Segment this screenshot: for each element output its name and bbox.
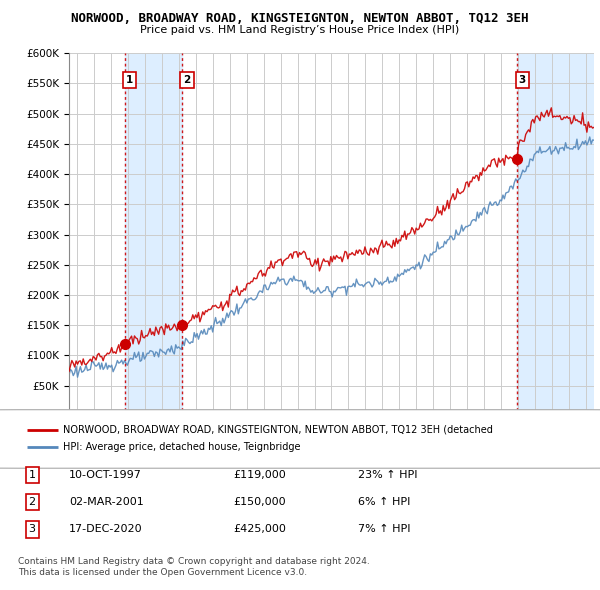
- Text: NORWOOD, BROADWAY ROAD, KINGSTEIGNTON, NEWTON ABBOT, TQ12 3EH (detached: NORWOOD, BROADWAY ROAD, KINGSTEIGNTON, N…: [64, 425, 493, 435]
- Bar: [125, 53, 182, 416]
- Text: £425,000: £425,000: [233, 525, 286, 535]
- Text: 1: 1: [126, 76, 133, 86]
- Text: Price paid vs. HM Land Registry’s House Price Index (HPI): Price paid vs. HM Land Registry’s House …: [140, 25, 460, 35]
- Text: £119,000: £119,000: [233, 470, 286, 480]
- Text: 2: 2: [29, 497, 36, 507]
- FancyBboxPatch shape: [0, 409, 600, 468]
- Text: 2: 2: [184, 76, 191, 86]
- Text: 7% ↑ HPI: 7% ↑ HPI: [358, 525, 410, 535]
- Text: 10-OCT-1997: 10-OCT-1997: [69, 470, 142, 480]
- Text: 3: 3: [29, 525, 35, 535]
- Text: HPI: Average price, detached house, Teignbridge: HPI: Average price, detached house, Teig…: [64, 442, 301, 452]
- Text: 6% ↑ HPI: 6% ↑ HPI: [358, 497, 410, 507]
- Text: Contains HM Land Registry data © Crown copyright and database right 2024.: Contains HM Land Registry data © Crown c…: [18, 557, 370, 566]
- Text: 17-DEC-2020: 17-DEC-2020: [69, 525, 143, 535]
- Text: This data is licensed under the Open Government Licence v3.0.: This data is licensed under the Open Gov…: [18, 568, 307, 577]
- Text: 3: 3: [518, 76, 526, 86]
- Text: £150,000: £150,000: [233, 497, 286, 507]
- Text: 02-MAR-2001: 02-MAR-2001: [69, 497, 144, 507]
- Text: NORWOOD, BROADWAY ROAD, KINGSTEIGNTON, NEWTON ABBOT, TQ12 3EH: NORWOOD, BROADWAY ROAD, KINGSTEIGNTON, N…: [71, 12, 529, 25]
- Bar: [517, 53, 594, 416]
- Text: 23% ↑ HPI: 23% ↑ HPI: [358, 470, 418, 480]
- Text: 1: 1: [29, 470, 35, 480]
